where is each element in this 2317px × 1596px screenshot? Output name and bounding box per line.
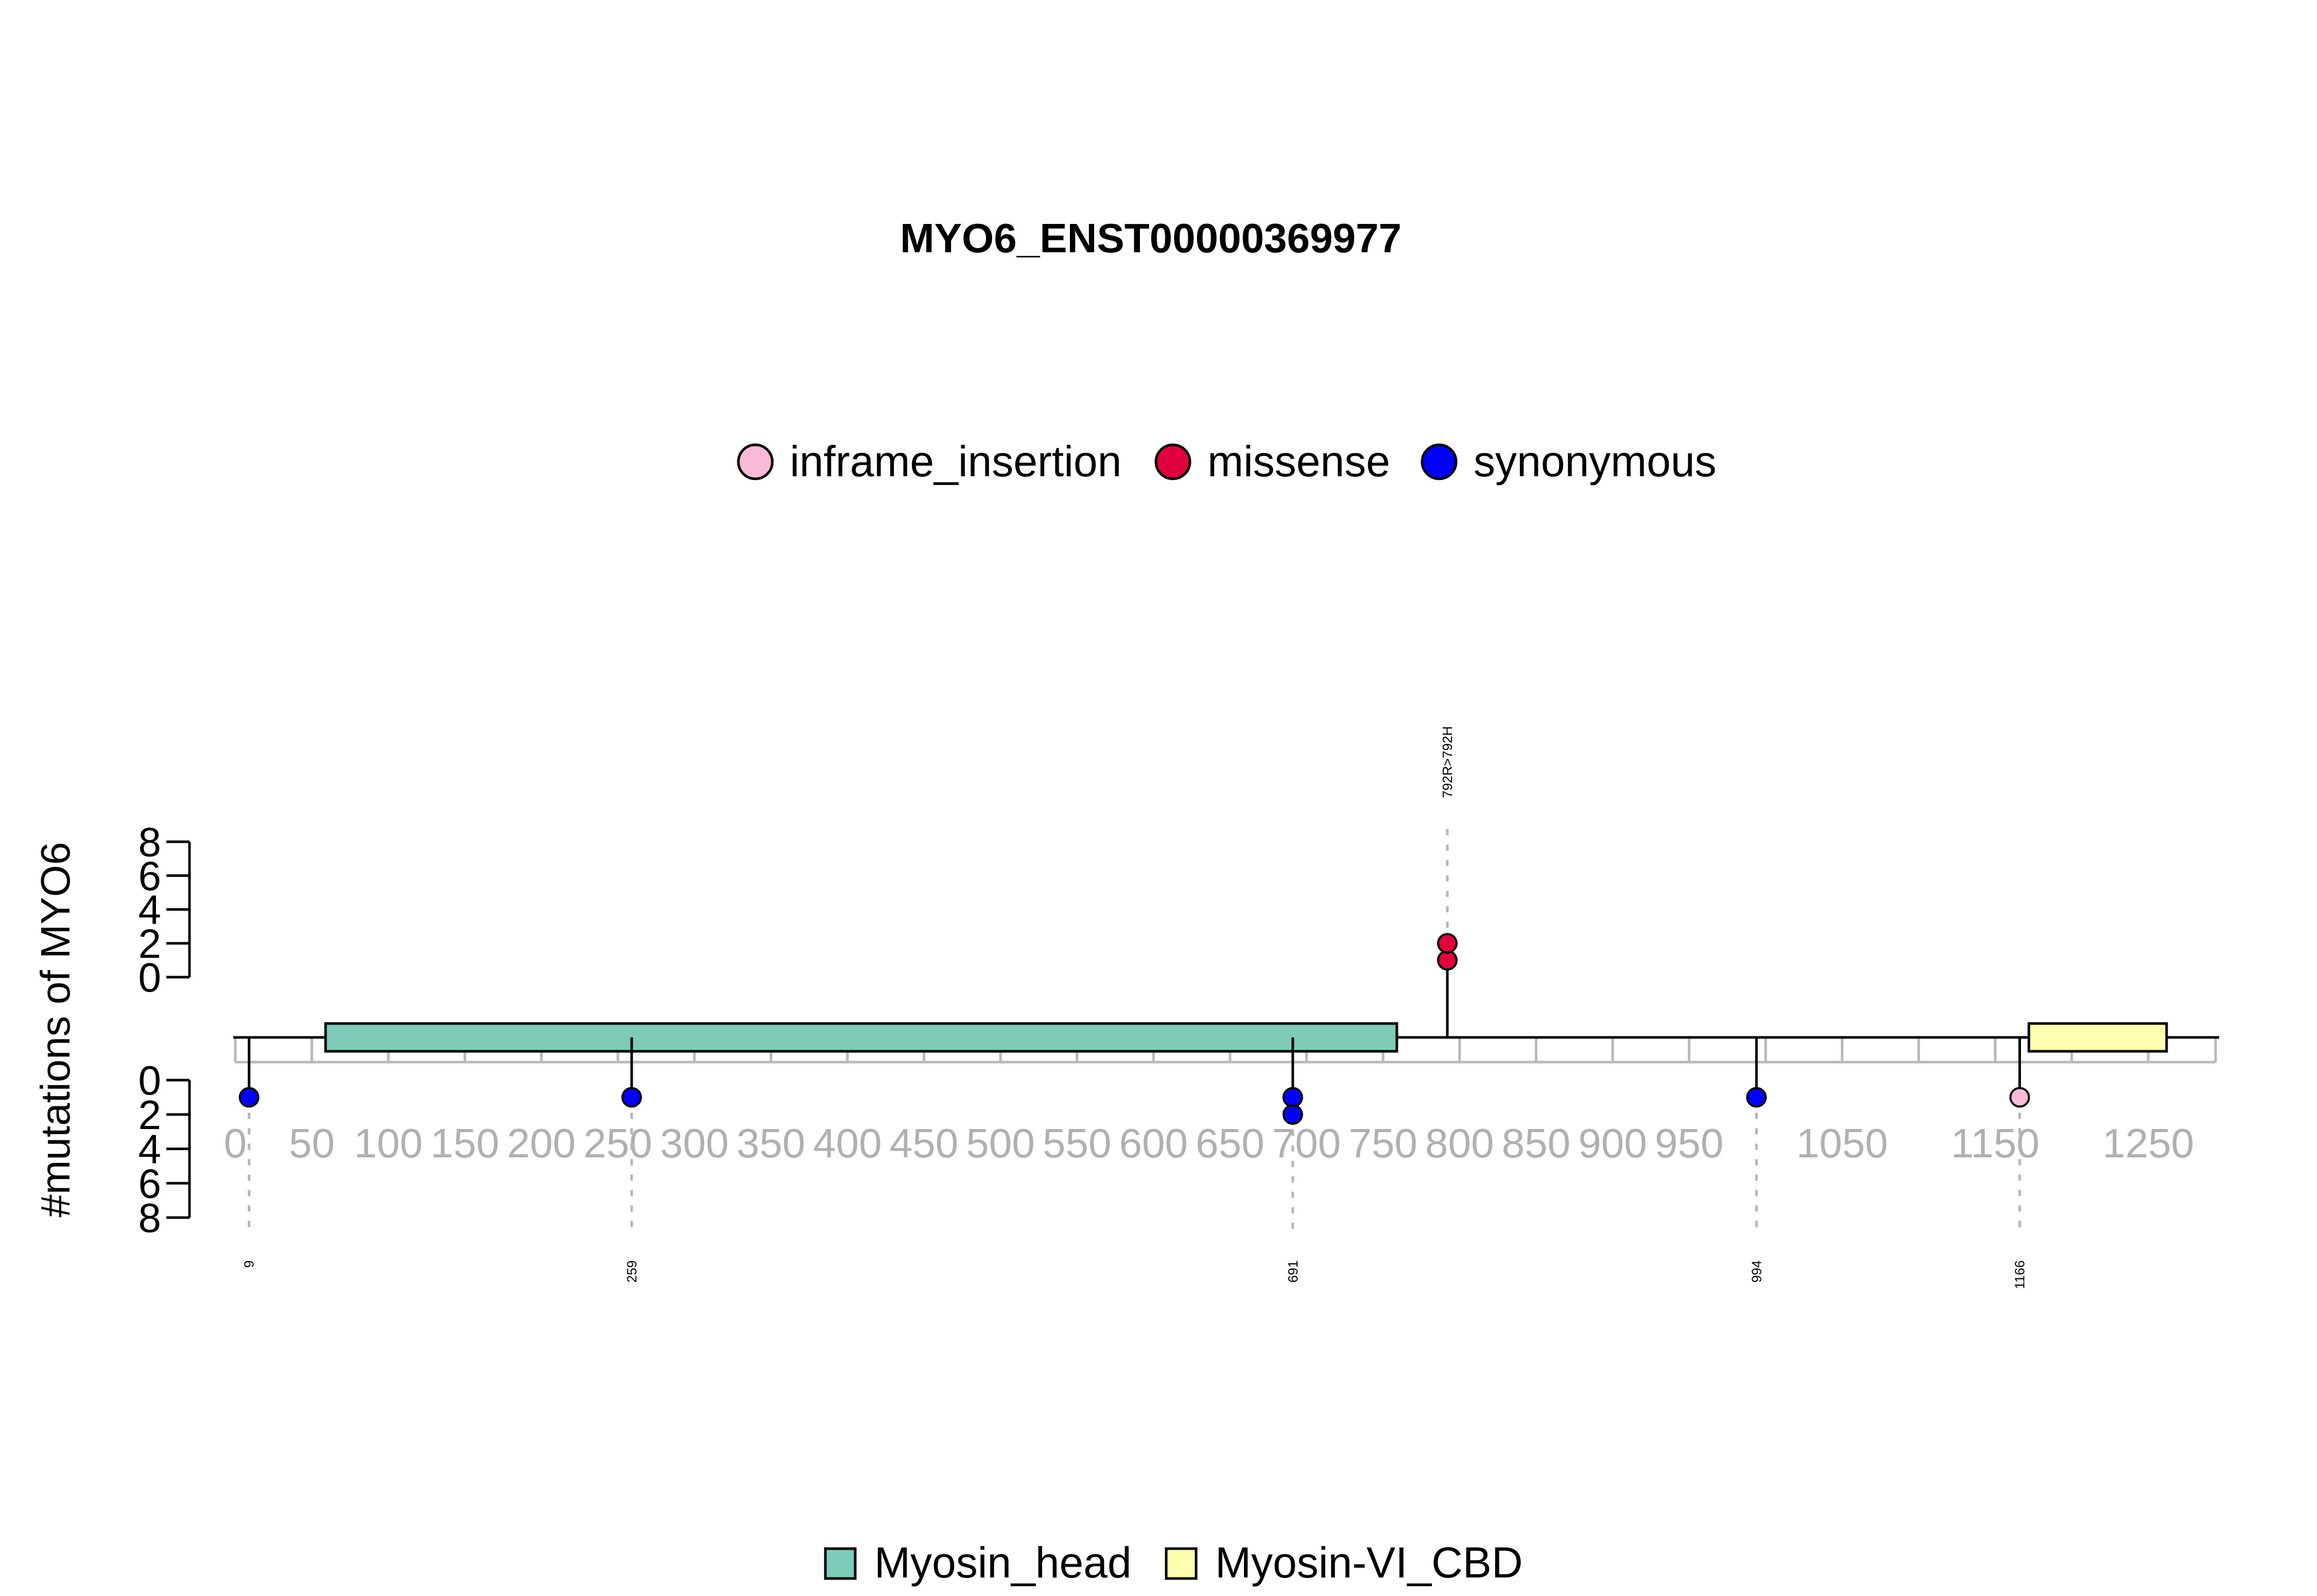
protein-domains xyxy=(324,1022,2168,1053)
mutation-label: 1166 xyxy=(2012,1260,2028,1289)
x-tick-label: 100 xyxy=(354,1120,422,1166)
y-axis-label: #mutations of MYO6 xyxy=(32,842,78,1217)
x-tick-label: 350 xyxy=(737,1120,805,1166)
mutation-lollipops: 9 259 691 792R>792H 994 1166 xyxy=(238,726,2030,1289)
y-lower-tick-label: 0 xyxy=(139,1057,162,1103)
x-tick-label: 650 xyxy=(1196,1120,1264,1166)
mutation-dot-missense xyxy=(1437,933,1458,954)
x-tick-label: 850 xyxy=(1502,1120,1570,1166)
x-tick-label: 200 xyxy=(507,1120,576,1166)
x-tick-label: 600 xyxy=(1119,1120,1188,1166)
mutation-type-legend: inframe_insertion missense synonymous xyxy=(737,437,1717,485)
domain-legend-swatch-Myosin_head xyxy=(824,1547,857,1580)
domain-legend-label-Myosin-VI_CBD: Myosin-VI_CBD xyxy=(1215,1538,1523,1587)
x-tick-label: 1050 xyxy=(1796,1120,1888,1166)
chart-title: MYO6_ENST00000369977 xyxy=(900,215,1402,261)
x-tick-label: 550 xyxy=(1043,1120,1111,1166)
x-tick-label: 300 xyxy=(660,1120,729,1166)
y-upper-tick-label: 0 xyxy=(139,955,162,1000)
x-tick-label: 0 xyxy=(224,1120,247,1166)
x-axis: 0 50 100 150 200 250 300 350 400 450 500 550 600 650 7… xyxy=(224,1036,2217,1166)
domain-Myosin_head xyxy=(324,1022,1398,1053)
legend-label-inframe_insertion: inframe_insertion xyxy=(790,437,1121,485)
mutation-label: 994 xyxy=(1749,1260,1764,1282)
y-lower-tick-label: 8 xyxy=(139,1195,162,1241)
mutation-dot-missense xyxy=(1437,950,1458,971)
mutation-label: 259 xyxy=(624,1260,639,1282)
x-tick-label: 1250 xyxy=(2102,1120,2194,1166)
x-tick-label: 400 xyxy=(813,1120,881,1166)
y-lower-tick-label: 4 xyxy=(139,1126,162,1172)
mutation-label: 691 xyxy=(1285,1260,1301,1282)
x-tick-label: 250 xyxy=(583,1120,652,1166)
y-upper-tick-label: 8 xyxy=(139,819,162,865)
legend-label-synonymous: synonymous xyxy=(1474,437,1717,485)
domain-legend: Myosin_head Myosin-VI_CBD xyxy=(824,1538,1523,1587)
mutation-dot-inframe_insertion xyxy=(2009,1087,2030,1108)
x-tick-label: 1150 xyxy=(1951,1120,2039,1166)
x-tick-label: 800 xyxy=(1425,1120,1494,1166)
y-upper-tick-label: 2 xyxy=(139,921,162,966)
mutation-dot-synonymous xyxy=(621,1087,642,1108)
y-lower-tick-label: 2 xyxy=(139,1092,162,1138)
x-tick-label: 750 xyxy=(1348,1120,1417,1166)
x-tick-label: 900 xyxy=(1578,1120,1647,1166)
mutation-dot-synonymous xyxy=(238,1087,260,1108)
mutation-label: 792R>792H xyxy=(1440,726,1455,799)
domain-Myosin-VI_CBD xyxy=(2027,1022,2168,1053)
legend-label-missense: missense xyxy=(1207,437,1390,485)
mutation-dot-synonymous xyxy=(1282,1104,1303,1125)
domain-legend-swatch-Myosin-VI_CBD xyxy=(1165,1547,1198,1580)
y-upper-tick-label: 4 xyxy=(139,887,162,933)
legend-swatch-synonymous xyxy=(1421,443,1458,480)
y-lower-tick-label: 6 xyxy=(139,1160,162,1206)
legend-swatch-missense xyxy=(1154,443,1191,480)
x-tick-label: 700 xyxy=(1272,1120,1341,1166)
mutation-label: 9 xyxy=(241,1260,257,1268)
x-tick-label: 50 xyxy=(289,1120,335,1166)
mutation-dot-synonymous xyxy=(1282,1087,1303,1108)
x-tick-label: 150 xyxy=(430,1120,499,1166)
x-tick-label: 950 xyxy=(1655,1120,1723,1166)
legend-swatch-inframe_insertion xyxy=(737,443,774,480)
y-upper-tick-label: 6 xyxy=(139,853,162,899)
mutation-dot-synonymous xyxy=(1746,1087,1767,1108)
x-tick-label: 500 xyxy=(966,1120,1034,1166)
x-tick-label: 450 xyxy=(890,1120,958,1166)
domain-legend-label-Myosin_head: Myosin_head xyxy=(874,1538,1132,1587)
